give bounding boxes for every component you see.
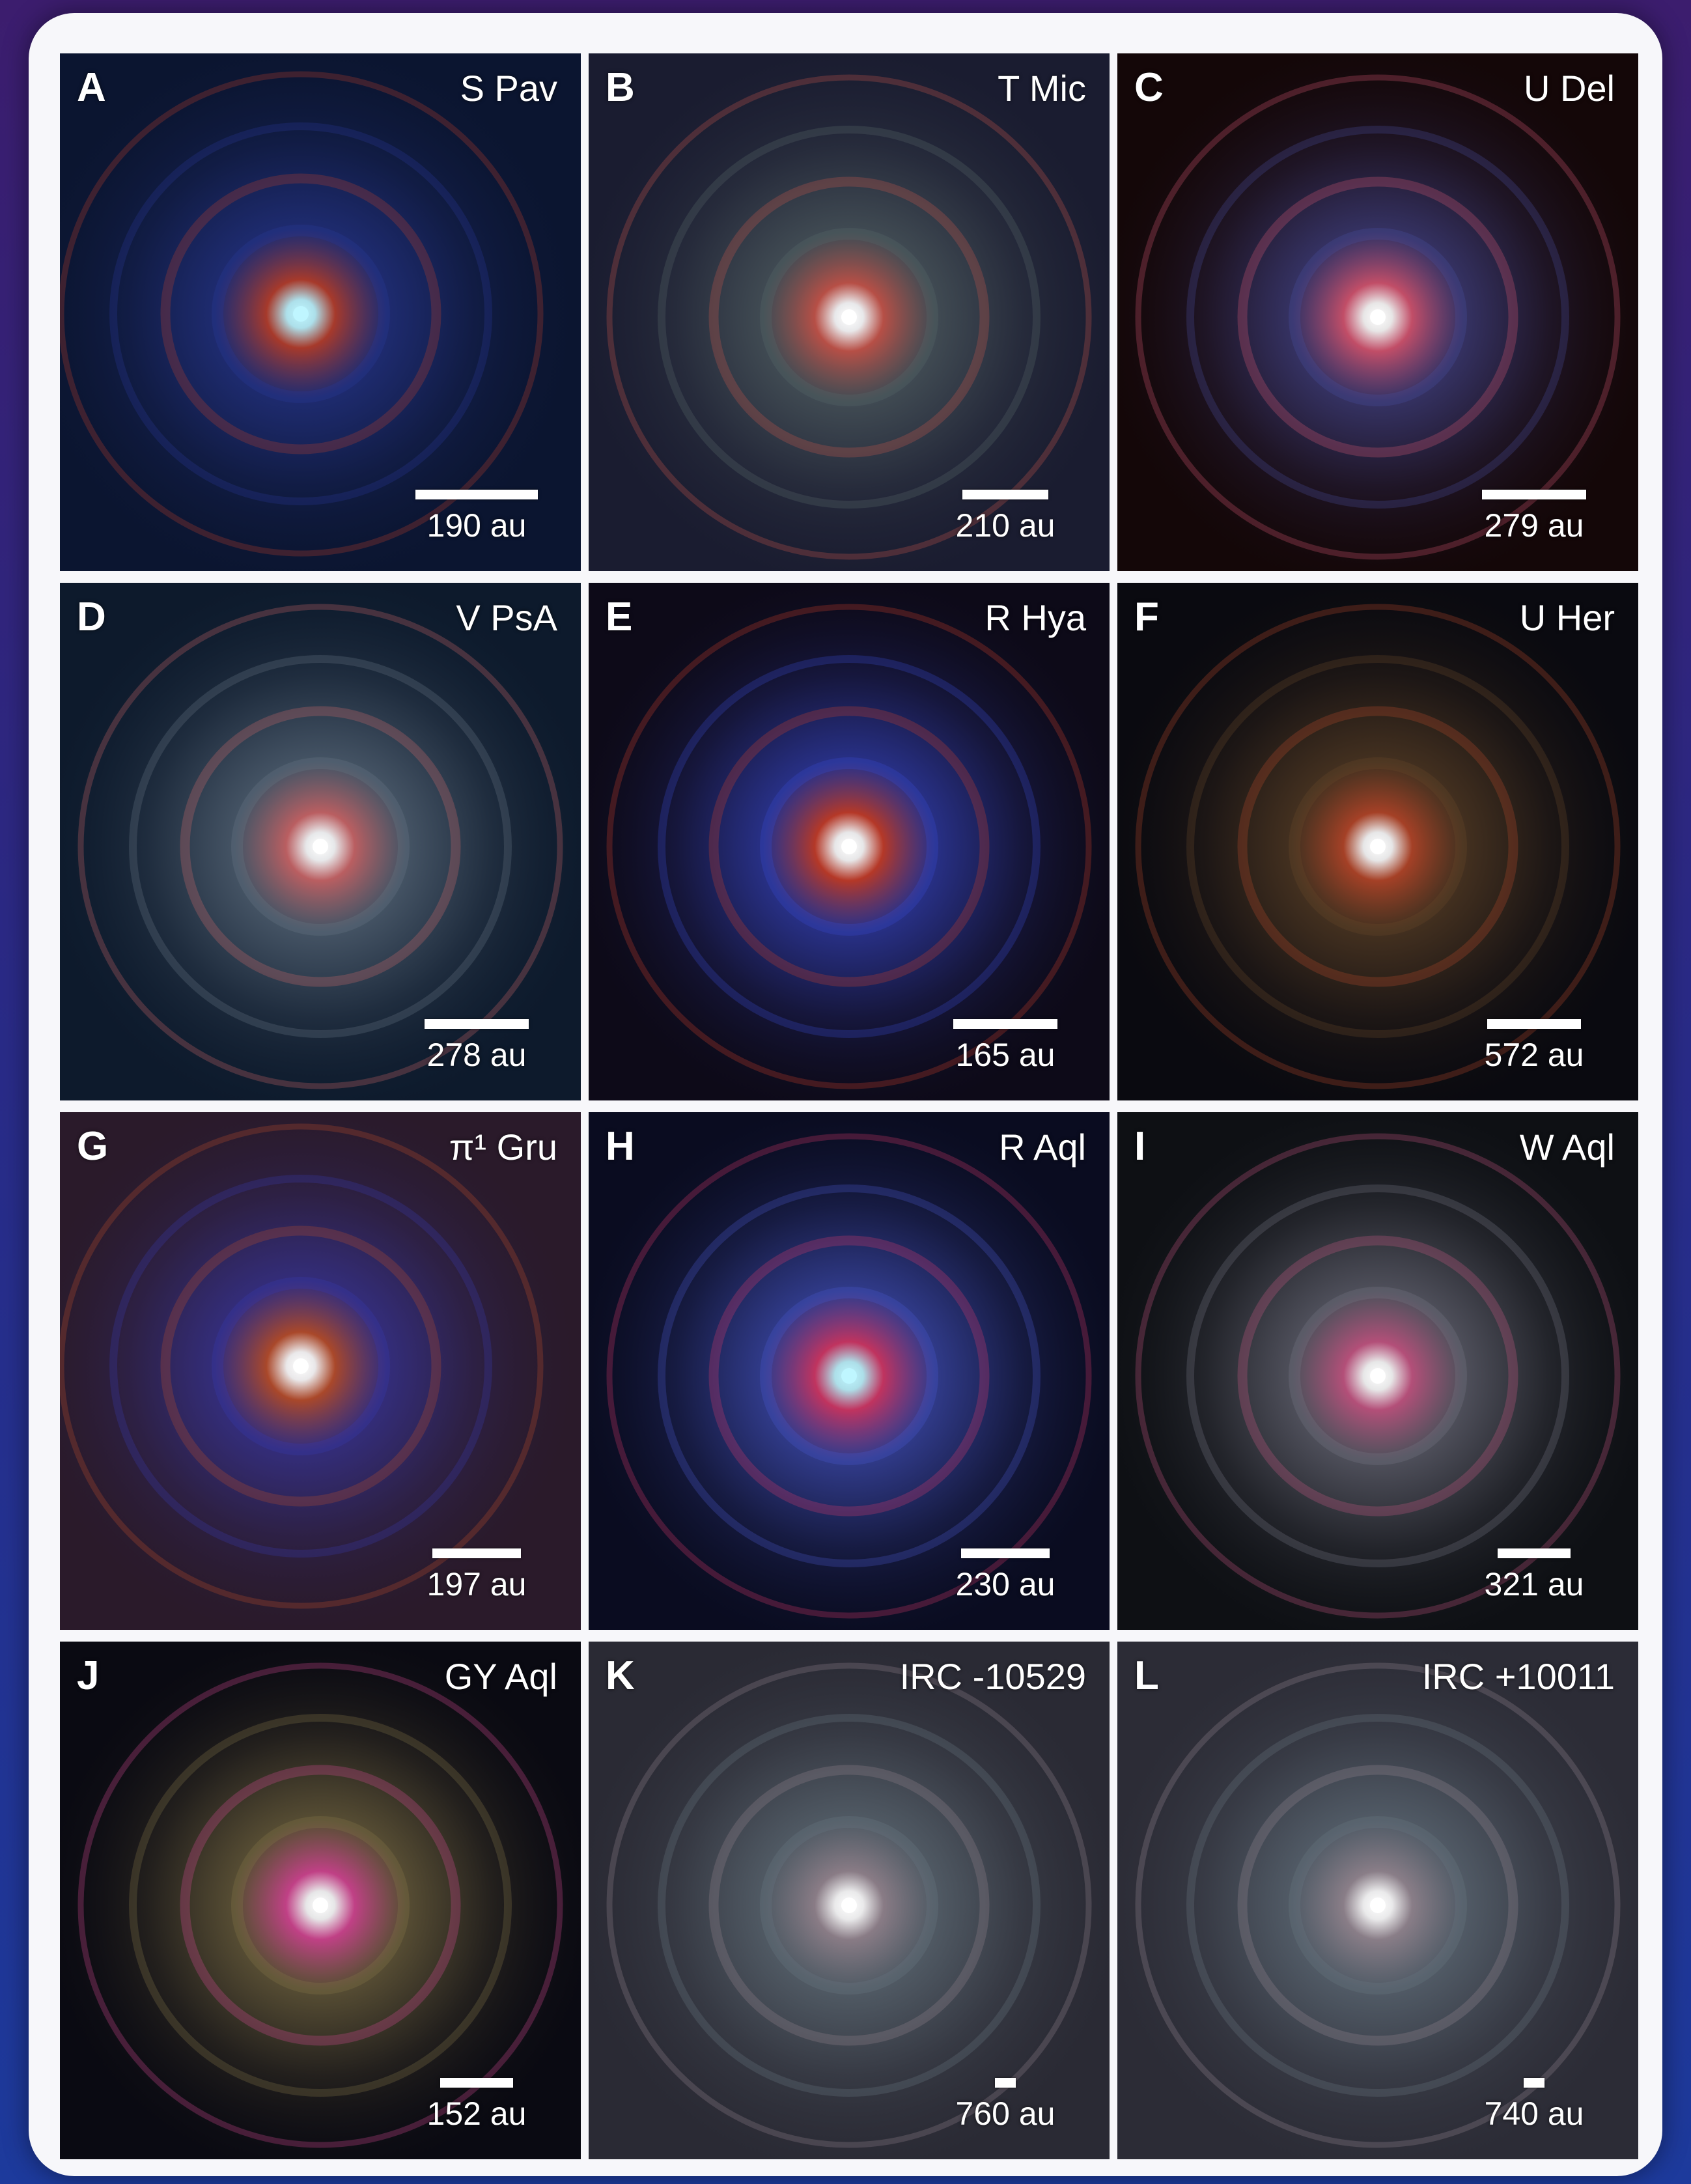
panel-letter: L: [1134, 1653, 1159, 1698]
panel-letter: F: [1134, 595, 1159, 639]
panel-letter: E: [606, 595, 633, 639]
scale-label: 165 au: [955, 1037, 1055, 1073]
star-name: IRC -10529: [899, 1656, 1086, 1697]
nebula-image: [1117, 1642, 1638, 2159]
nebula-image: [589, 53, 1110, 571]
scale-bar: [961, 1548, 1050, 1558]
figure-frame: A S Pav 190 au B T Mic 210 au C U Del 279 au D V P…: [29, 13, 1662, 2176]
panel-letter: J: [77, 1653, 100, 1698]
scale-label: 190 au: [426, 507, 527, 544]
scale-bar: [425, 1019, 529, 1029]
star-name: T Mic: [998, 68, 1086, 109]
scale-label: 197 au: [426, 1566, 527, 1603]
scale-label: 279 au: [1484, 507, 1584, 544]
nebula-image: [60, 583, 581, 1100]
scale-bar: [1524, 2078, 1544, 2088]
panel-letter: K: [606, 1653, 635, 1698]
scale-label: 760 au: [955, 2095, 1055, 2132]
star-name: R Aql: [999, 1127, 1086, 1168]
scale-label: 321 au: [1484, 1566, 1584, 1603]
nebula-image: [60, 53, 581, 571]
panel-e: E R Hya 165 au: [589, 583, 1110, 1100]
scale-bar: [1487, 1019, 1581, 1029]
scale-bar: [440, 2078, 513, 2088]
panel-l: L IRC +10011 740 au: [1117, 1642, 1638, 2159]
panel-a: A S Pav 190 au: [60, 53, 581, 571]
scale-label: 210 au: [955, 507, 1055, 544]
star-name: R Hya: [985, 597, 1086, 638]
scale-bar: [415, 490, 538, 499]
panel-letter: B: [606, 65, 635, 110]
panel-i: I W Aql 321 au: [1117, 1112, 1638, 1630]
panel-f: F U Her 572 au: [1117, 583, 1638, 1100]
panel-j: J GY Aql 152 au: [60, 1642, 581, 2159]
scale-label: 152 au: [426, 2095, 527, 2132]
star-name: IRC +10011: [1421, 1656, 1615, 1697]
scale-bar: [962, 490, 1049, 499]
panel-k: K IRC -10529 760 au: [589, 1642, 1110, 2159]
nebula-image: [589, 583, 1110, 1100]
nebula-image: [1117, 1112, 1638, 1630]
nebula-image: [1117, 583, 1638, 1100]
panel-letter: A: [77, 65, 106, 110]
star-name: V PsA: [456, 597, 557, 638]
nebula-image: [589, 1112, 1110, 1630]
nebula-image: [60, 1642, 581, 2159]
panel-letter: H: [606, 1124, 635, 1169]
scale-label: 572 au: [1484, 1037, 1584, 1073]
nebula-image: [1117, 53, 1638, 571]
scale-bar: [953, 1019, 1057, 1029]
nebula-image: [589, 1642, 1110, 2159]
star-name: W Aql: [1519, 1127, 1615, 1168]
panel-d: D V PsA 278 au: [60, 583, 581, 1100]
panel-letter: C: [1134, 65, 1164, 110]
scale-bar: [1498, 1548, 1571, 1558]
scale-label: 740 au: [1484, 2095, 1584, 2132]
star-name: GY Aql: [444, 1656, 557, 1697]
nebula-image: [60, 1112, 581, 1630]
star-name: π¹ Gru: [449, 1127, 557, 1168]
panel-b: B T Mic 210 au: [589, 53, 1110, 571]
panel-c: C U Del 279 au: [1117, 53, 1638, 571]
scale-bar: [432, 1548, 521, 1558]
panel-letter: D: [77, 595, 106, 639]
scale-bar: [995, 2078, 1016, 2088]
panel-letter: I: [1134, 1124, 1146, 1169]
star-name: U Her: [1519, 597, 1615, 638]
scale-label: 278 au: [426, 1037, 527, 1073]
panel-h: H R Aql 230 au: [589, 1112, 1110, 1630]
star-name: U Del: [1523, 68, 1615, 109]
panel-letter: G: [77, 1124, 109, 1169]
scale-label: 230 au: [955, 1566, 1055, 1603]
star-name: S Pav: [460, 68, 557, 109]
scale-bar: [1482, 490, 1586, 499]
